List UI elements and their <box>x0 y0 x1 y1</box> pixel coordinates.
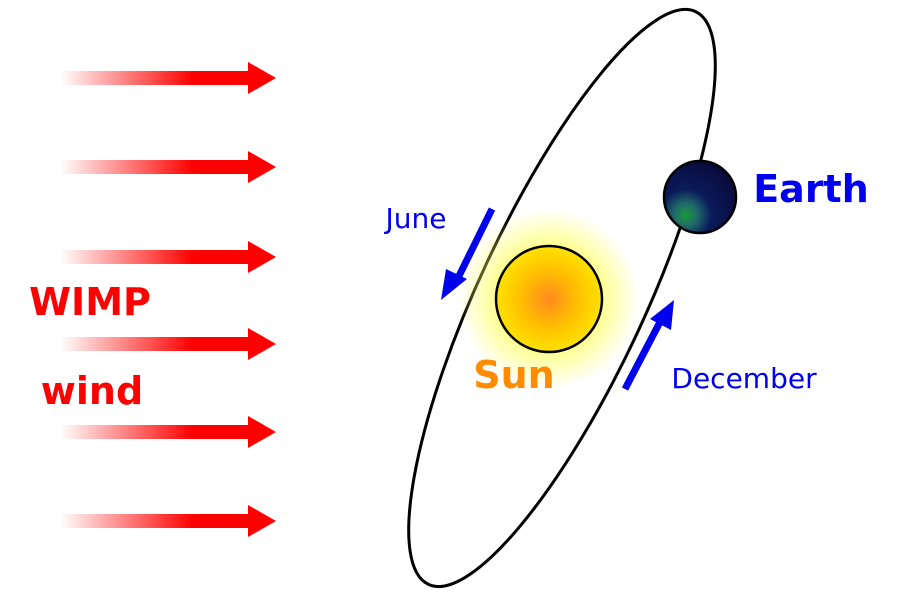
motion-arrow-icon <box>454 207 496 280</box>
right-arrow-icon <box>60 328 276 360</box>
wind-label: wind <box>41 369 143 413</box>
right-arrow-icon <box>60 505 276 537</box>
wind-arrows <box>60 62 276 537</box>
sun-body <box>494 244 604 354</box>
right-arrow-icon <box>60 241 276 273</box>
right-arrow-icon <box>60 62 276 94</box>
right-arrow-icon <box>60 416 276 448</box>
right-arrow-icon <box>60 151 276 183</box>
earth <box>662 159 738 235</box>
june-label: June <box>384 202 447 235</box>
december-motion-arrow <box>621 300 674 391</box>
motion-arrow-icon <box>621 320 664 391</box>
earth-label: Earth <box>753 167 869 211</box>
sun-label: Sun <box>473 353 554 397</box>
wimp-label: WIMP <box>29 280 151 324</box>
sun <box>459 209 639 389</box>
december-label: December <box>671 362 817 395</box>
june-motion-arrow <box>441 207 496 300</box>
